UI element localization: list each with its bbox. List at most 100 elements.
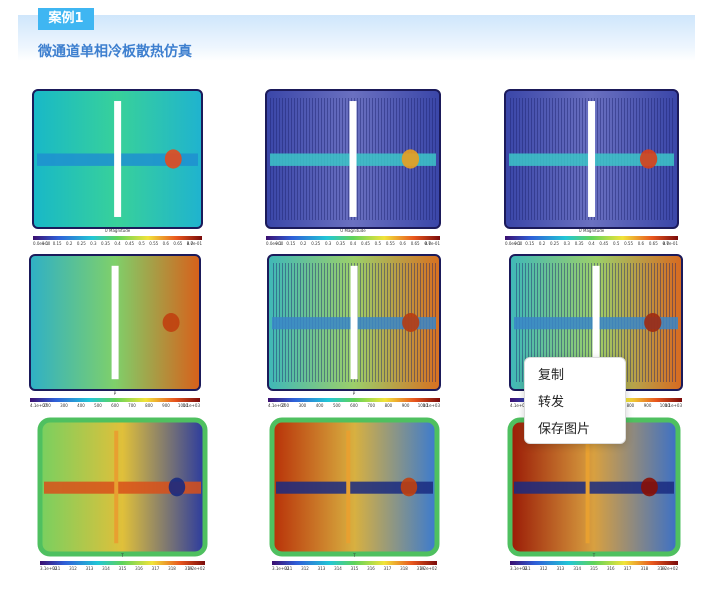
colorbar-tick-label: 311 (285, 566, 293, 571)
colorbar-title: U Magnitude (340, 228, 366, 233)
colorbar-tick-label: 800 (627, 403, 635, 408)
colorbar-tick-label: 0.55 (149, 241, 158, 246)
hot-spot (400, 477, 418, 497)
colorbar-tick-label: 400 (316, 403, 324, 408)
colorbar-tick-label: 0.65 (411, 241, 420, 246)
colorbar-tick-label: 311 (523, 566, 531, 571)
hot-spot (401, 149, 420, 169)
colorbar-tick-label: 0.5 (375, 241, 382, 246)
colorbar-tick-label: 600 (111, 403, 119, 408)
colorbar-tick-label: 200 (281, 403, 289, 408)
colorbar-title: U Magnitude (579, 228, 605, 233)
colorbar-tick-label: 317 (152, 566, 160, 571)
colorbar-tick-label: 0.65 (649, 241, 658, 246)
colorbar-title: T (352, 553, 356, 558)
colorbar-tick-label: 316 (367, 566, 375, 571)
colorbar-tick-label: 8.0e-01 (187, 241, 203, 246)
colorbar-tick-label: 4.1e+07 (510, 403, 528, 408)
colorbar-title: U Magnitude (105, 228, 131, 233)
hot-spot (162, 313, 180, 332)
colorbar-tick-label: 0.15 (525, 241, 534, 246)
channel (44, 481, 201, 494)
colorbar-tick-label: 315 (590, 566, 598, 571)
colorbar-tick-label: 1.1e+03 (183, 403, 201, 408)
colorbar-tick-label: 0.65 (173, 241, 182, 246)
colorbar-tick-label: 319 (657, 566, 665, 571)
colorbar (272, 561, 437, 565)
colorbar-tick-label: 0.4 (588, 241, 595, 246)
colorbar-tick-label: 1.1e+03 (665, 403, 683, 408)
hot-spot (402, 313, 420, 332)
colorbar-tick-label: 500 (94, 403, 102, 408)
colorbar-tick-label: 313 (86, 566, 94, 571)
channel (514, 481, 674, 494)
colorbar-tick-label: 4.1e+07 (268, 403, 286, 408)
colorbar-tick-label: 3.2e+02 (420, 566, 438, 571)
colorbar-tick-label: 8.0e-01 (425, 241, 441, 246)
menu-item[interactable]: 转发 (538, 395, 565, 410)
colorbar-tick-label: 0.45 (599, 241, 608, 246)
colorbar-tick-label: 0.45 (361, 241, 370, 246)
colorbar-tick-label: 500 (333, 403, 341, 408)
slot (346, 430, 351, 544)
colorbar-tick-label: 0.35 (336, 241, 345, 246)
slot (592, 265, 600, 380)
colorbar-tick-label: 3.1e+02 (272, 566, 290, 571)
hot-spot (164, 149, 182, 169)
colorbar-tick-label: 0.3 (325, 241, 332, 246)
colorbar-tick-label: 3.1e+02 (510, 566, 528, 571)
colorbar (505, 236, 678, 240)
menu-item[interactable]: 复制 (538, 368, 565, 383)
colorbar-tick-label: 0.6 (400, 241, 407, 246)
colorbar-tick-label: 0.4 (114, 241, 121, 246)
colorbar-tick-label: 318 (641, 566, 649, 571)
simulation-image (29, 254, 201, 391)
colorbar-tick-label: 0.7 (662, 241, 669, 246)
simulation-image (37, 417, 208, 557)
colorbar-tick-label: 0.1 (514, 241, 521, 246)
colorbar-tick-label: 0.15 (53, 241, 62, 246)
colorbar-tick-label: 0.55 (386, 241, 395, 246)
colorbar-tick-label: 0.15 (286, 241, 295, 246)
colorbar (266, 236, 440, 240)
channel (276, 481, 433, 494)
colorbar-title: T (592, 553, 596, 558)
slot (111, 265, 119, 380)
colorbar-tick-label: 900 (402, 403, 410, 408)
colorbar-tick-label: 300 (299, 403, 307, 408)
colorbar-tick-label: 900 (162, 403, 170, 408)
colorbar-tick-label: 316 (135, 566, 143, 571)
colorbar-tick-label: 317 (624, 566, 632, 571)
case-tag: 案例1 (38, 8, 94, 30)
colorbar-tick-label: 0.2 (539, 241, 546, 246)
colorbar-tick-label: 0.3 (90, 241, 97, 246)
colorbar-tick-label: 314 (573, 566, 581, 571)
colorbar-tick-label: 312 (540, 566, 548, 571)
colorbar-tick-label: 1000 (418, 403, 429, 408)
colorbar-tick-label: 0.1 (42, 241, 49, 246)
colorbar-tick-label: 317 (384, 566, 392, 571)
colorbar-tick-label: 4.1e+07 (30, 403, 48, 408)
colorbar-tick-label: 312 (69, 566, 77, 571)
colorbar-tick-label: 316 (607, 566, 615, 571)
colorbar-tick-label: 312 (301, 566, 309, 571)
context-menu: 复制 转发 保存图片 (524, 357, 626, 444)
colorbar-tick-label: 700 (128, 403, 136, 408)
menu-item[interactable]: 保存图片 (538, 422, 591, 437)
colorbar-tick-label: 800 (145, 403, 153, 408)
slot (588, 101, 596, 217)
colorbar-title: T (120, 553, 124, 558)
colorbar-tick-label: 0.1 (275, 241, 282, 246)
colorbar-tick-label: 318 (168, 566, 176, 571)
colorbar-tick-label: 311 (53, 566, 61, 571)
colorbar-tick-label: 0.25 (311, 241, 320, 246)
simulation-image (267, 254, 441, 391)
colorbar-tick-label: 0.0e+00 (505, 241, 523, 246)
colorbar-tick-label: 700 (367, 403, 375, 408)
colorbar-tick-label: 300 (60, 403, 68, 408)
hot-spot (644, 313, 662, 332)
simulation-image (504, 89, 679, 229)
colorbar-tick-label: 0.6 (638, 241, 645, 246)
